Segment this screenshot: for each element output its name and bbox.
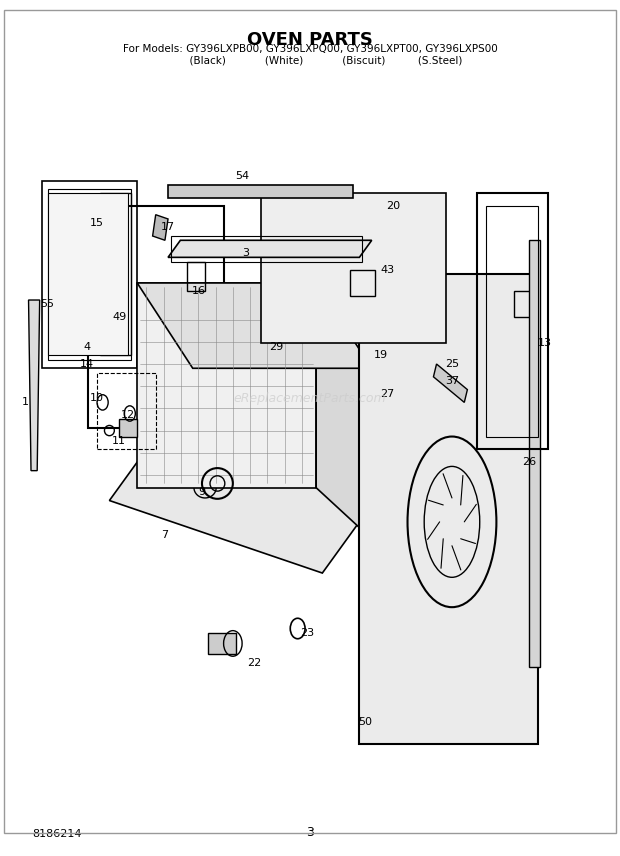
Text: 12: 12 xyxy=(121,410,135,420)
Text: 25: 25 xyxy=(445,359,459,369)
Text: 17: 17 xyxy=(161,223,175,233)
Bar xyxy=(514,292,538,317)
Polygon shape xyxy=(109,432,372,573)
Bar xyxy=(486,206,538,437)
Text: 54: 54 xyxy=(235,171,249,181)
Text: 11: 11 xyxy=(112,436,126,446)
Text: 37: 37 xyxy=(445,376,459,386)
Text: 29: 29 xyxy=(269,342,283,352)
Bar xyxy=(477,193,547,449)
Polygon shape xyxy=(153,215,168,241)
Bar xyxy=(100,193,131,355)
Polygon shape xyxy=(29,300,40,471)
Text: 8186214: 8186214 xyxy=(32,829,82,839)
Text: 43: 43 xyxy=(380,265,394,275)
Text: eReplacementParts.com: eReplacementParts.com xyxy=(234,392,386,405)
Polygon shape xyxy=(137,283,372,368)
Text: 19: 19 xyxy=(374,350,388,360)
Text: OVEN PARTS: OVEN PARTS xyxy=(247,32,373,50)
Polygon shape xyxy=(316,317,372,539)
Bar xyxy=(48,193,128,355)
Text: 20: 20 xyxy=(386,201,401,211)
Text: For Models: GY396LXPB00, GY396LXPQ00, GY396LXPT00, GY396LXPS00: For Models: GY396LXPB00, GY396LXPQ00, GY… xyxy=(123,44,497,54)
Text: 15: 15 xyxy=(90,218,104,229)
Bar xyxy=(187,262,205,292)
Text: 27: 27 xyxy=(380,389,394,399)
Text: 14: 14 xyxy=(79,359,94,369)
Text: 49: 49 xyxy=(113,312,127,322)
Bar xyxy=(424,275,440,288)
Bar xyxy=(360,304,393,355)
Text: 3: 3 xyxy=(306,826,314,839)
Text: 4: 4 xyxy=(83,342,90,352)
Text: 3: 3 xyxy=(242,248,249,259)
Text: 1: 1 xyxy=(21,397,29,407)
Bar xyxy=(88,206,224,428)
Bar xyxy=(360,275,538,744)
Text: 26: 26 xyxy=(522,457,536,467)
Bar xyxy=(529,241,540,667)
Bar xyxy=(97,372,156,449)
Text: 7: 7 xyxy=(161,530,169,539)
Bar xyxy=(118,419,137,437)
Text: 55: 55 xyxy=(41,300,55,309)
Bar xyxy=(350,270,375,296)
Polygon shape xyxy=(433,364,467,402)
Bar xyxy=(260,193,446,342)
Bar xyxy=(168,185,353,198)
Polygon shape xyxy=(168,241,372,258)
Text: 23: 23 xyxy=(300,627,314,638)
Bar xyxy=(48,189,131,360)
Text: 13: 13 xyxy=(538,337,552,348)
Bar xyxy=(137,283,316,488)
Text: 10: 10 xyxy=(90,393,104,403)
Bar xyxy=(42,181,137,368)
Text: 22: 22 xyxy=(247,657,262,668)
Text: 9: 9 xyxy=(198,487,206,497)
Bar xyxy=(208,633,236,654)
Text: (Black)            (White)            (Biscuit)          (S.Steel): (Black) (White) (Biscuit) (S.Steel) xyxy=(157,55,463,65)
Text: 16: 16 xyxy=(192,287,206,296)
Text: 50: 50 xyxy=(358,717,373,728)
